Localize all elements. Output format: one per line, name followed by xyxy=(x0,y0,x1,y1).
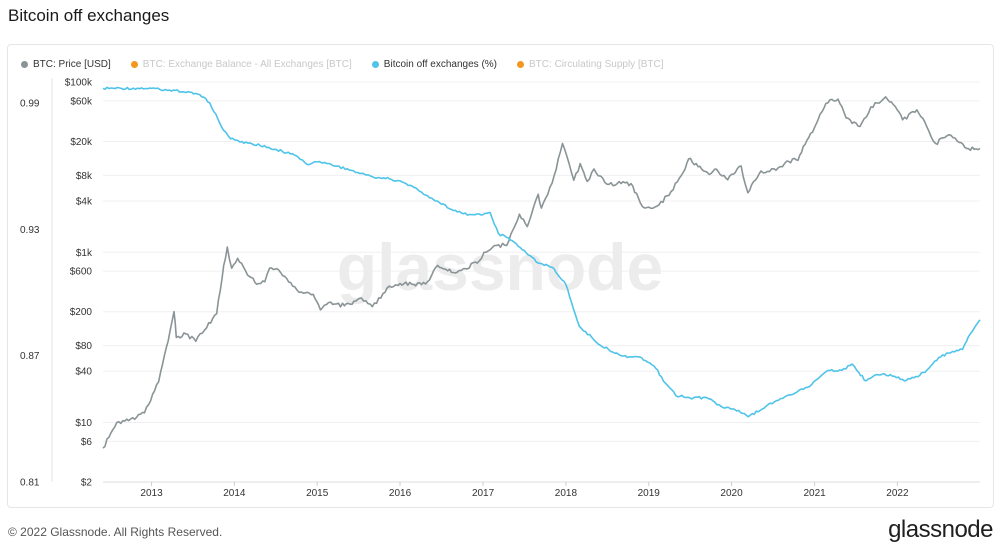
right-axis-tick-label: $6 xyxy=(81,437,93,448)
x-axis-tick-label: 2018 xyxy=(555,488,578,499)
right-axis-tick-label: $8k xyxy=(76,171,93,182)
right-axis-tick-label: $200 xyxy=(70,307,93,318)
right-axis-tick-label: $1k xyxy=(76,248,93,259)
legend-label: Bitcoin off exchanges (%) xyxy=(383,58,498,70)
page-title: Bitcoin off exchanges xyxy=(8,6,170,25)
x-axis-tick-label: 2015 xyxy=(306,488,329,499)
right-axis-tick-label: $80 xyxy=(75,341,92,352)
chart-card xyxy=(7,44,994,508)
legend-item-exchange-balance[interactable]: BTC: Exchange Balance - All Exchanges [B… xyxy=(130,58,352,70)
left-axis-tick-label: 0.99 xyxy=(20,99,40,110)
left-axis-tick-label: 0.87 xyxy=(20,351,40,362)
right-axis-tick-label: $40 xyxy=(75,367,92,378)
watermark-text: glassnode xyxy=(337,230,663,304)
right-axis-tick-label: $4k xyxy=(76,196,93,207)
series xyxy=(102,86,981,449)
gridlines xyxy=(103,81,980,483)
x-axis-tick-label: 2014 xyxy=(223,488,246,499)
legend-label: BTC: Circulating Supply [BTC] xyxy=(529,58,664,70)
chart-legend: BTC: Price [USD] BTC: Exchange Balance -… xyxy=(21,56,664,72)
x-axis-tick-label: 2019 xyxy=(638,488,661,499)
right-axis-tick-label: $20k xyxy=(70,137,93,148)
x-axis-tick-label: 2013 xyxy=(140,488,163,499)
series-line-off-exchanges xyxy=(102,86,981,418)
right-axis-tick-label: $10 xyxy=(75,418,92,429)
copyright-text: © 2022 Glassnode. All Rights Reserved. xyxy=(8,525,223,539)
right-axis-tick-label: $100k xyxy=(65,78,93,89)
legend-dot-circulating-supply xyxy=(517,60,525,68)
right-axis-tick-label: $600 xyxy=(70,267,93,278)
brand-logo: glassnode xyxy=(888,516,993,543)
legend-dot-btc-price xyxy=(21,60,28,68)
legend-label: BTC: Price [USD] xyxy=(33,58,111,70)
x-axis-tick-label: 2020 xyxy=(720,488,743,499)
right-axis-tick-label: $2 xyxy=(81,478,93,489)
left-axis-tick-label: 0.93 xyxy=(20,225,40,236)
legend-dot-off-exchanges xyxy=(371,60,379,68)
x-axis-tick-label: 2021 xyxy=(803,488,826,499)
right-axis-tick-label: $60k xyxy=(70,96,93,107)
x-axis-tick-label: 2022 xyxy=(886,488,909,499)
legend-item-off-exchanges[interactable]: Bitcoin off exchanges (%) xyxy=(371,58,498,70)
legend-item-circulating-supply[interactable]: BTC: Circulating Supply [BTC] xyxy=(517,59,664,70)
legend-item-btc-price[interactable]: BTC: Price [USD] xyxy=(21,59,111,70)
x-axis-tick-label: 2017 xyxy=(472,488,495,499)
left-axis-tick-label: 0.81 xyxy=(20,478,40,489)
legend-dot-exchange-balance xyxy=(130,60,138,68)
legend-label: BTC: Exchange Balance - All Exchanges [B… xyxy=(142,58,352,70)
x-axis-tick-label: 2016 xyxy=(389,488,412,499)
axes: $100k $60k $20k $8k $4k $1k $600 $200 $80 $40 $10 $… xyxy=(20,78,980,499)
series-line-btc-price xyxy=(102,96,981,449)
